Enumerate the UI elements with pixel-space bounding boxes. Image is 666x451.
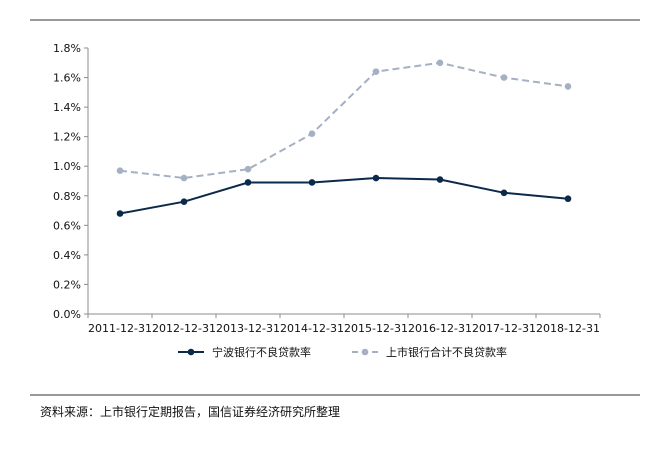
x-tick-label: 2013-12-31 [216,322,280,335]
y-tick-label: 0.8% [53,190,81,203]
data-point [372,68,380,75]
x-tick-label: 2018-12-31 [536,322,600,335]
x-tick-label: 2016-12-31 [408,322,472,335]
y-tick-label: 1.4% [53,101,81,114]
data-point [500,74,508,81]
y-tick-label: 0.0% [53,308,81,321]
data-point [244,179,252,186]
legend-label: 上市银行合计不良贷款率 [386,345,507,359]
data-point [308,130,316,138]
data-point [308,179,316,186]
y-tick-label: 0.4% [53,249,81,262]
data-point [436,59,444,67]
legend-label: 宁波银行不良贷款率 [212,345,311,359]
series-line-2 [119,61,569,180]
data-point [500,189,508,197]
data-point [436,176,444,183]
y-tick-label: 1.0% [53,160,81,173]
x-tick-label: 2017-12-31 [472,322,536,335]
data-point [180,174,188,182]
source-note: 资料来源：上市银行定期报告，国信证券经济研究所整理 [40,404,340,419]
plot-area: 0.0% 0.2% 0.4% 0.6% 0.8% 1.0% 1.2% 1.4% 1.6% 1.8%… [53,42,601,335]
data-point [564,195,572,203]
data-point [116,167,124,174]
x-tick-label: 2014-12-31 [280,322,344,335]
y-tick-label: 1.2% [53,131,81,144]
y-tick-label: 0.2% [53,278,81,291]
data-point [244,165,252,173]
legend-swatch-marker [361,348,369,356]
legend: 宁波银行不良贷款率 上市银行合计不良贷款率 [178,345,507,359]
series-line-1 [119,176,569,215]
data-point [116,210,124,217]
data-point [180,198,188,205]
data-point [372,174,380,182]
data-point [564,83,572,90]
x-tick-label: 2015-12-31 [344,322,408,335]
legend-swatch-marker [187,348,195,356]
y-tick-label: 1.6% [53,72,81,85]
x-tick-label: 2011-12-31 [88,322,152,335]
y-tick-label: 1.8% [53,42,81,55]
y-tick-label: 0.6% [53,219,81,232]
x-tick-label: 2012-12-31 [152,322,216,335]
